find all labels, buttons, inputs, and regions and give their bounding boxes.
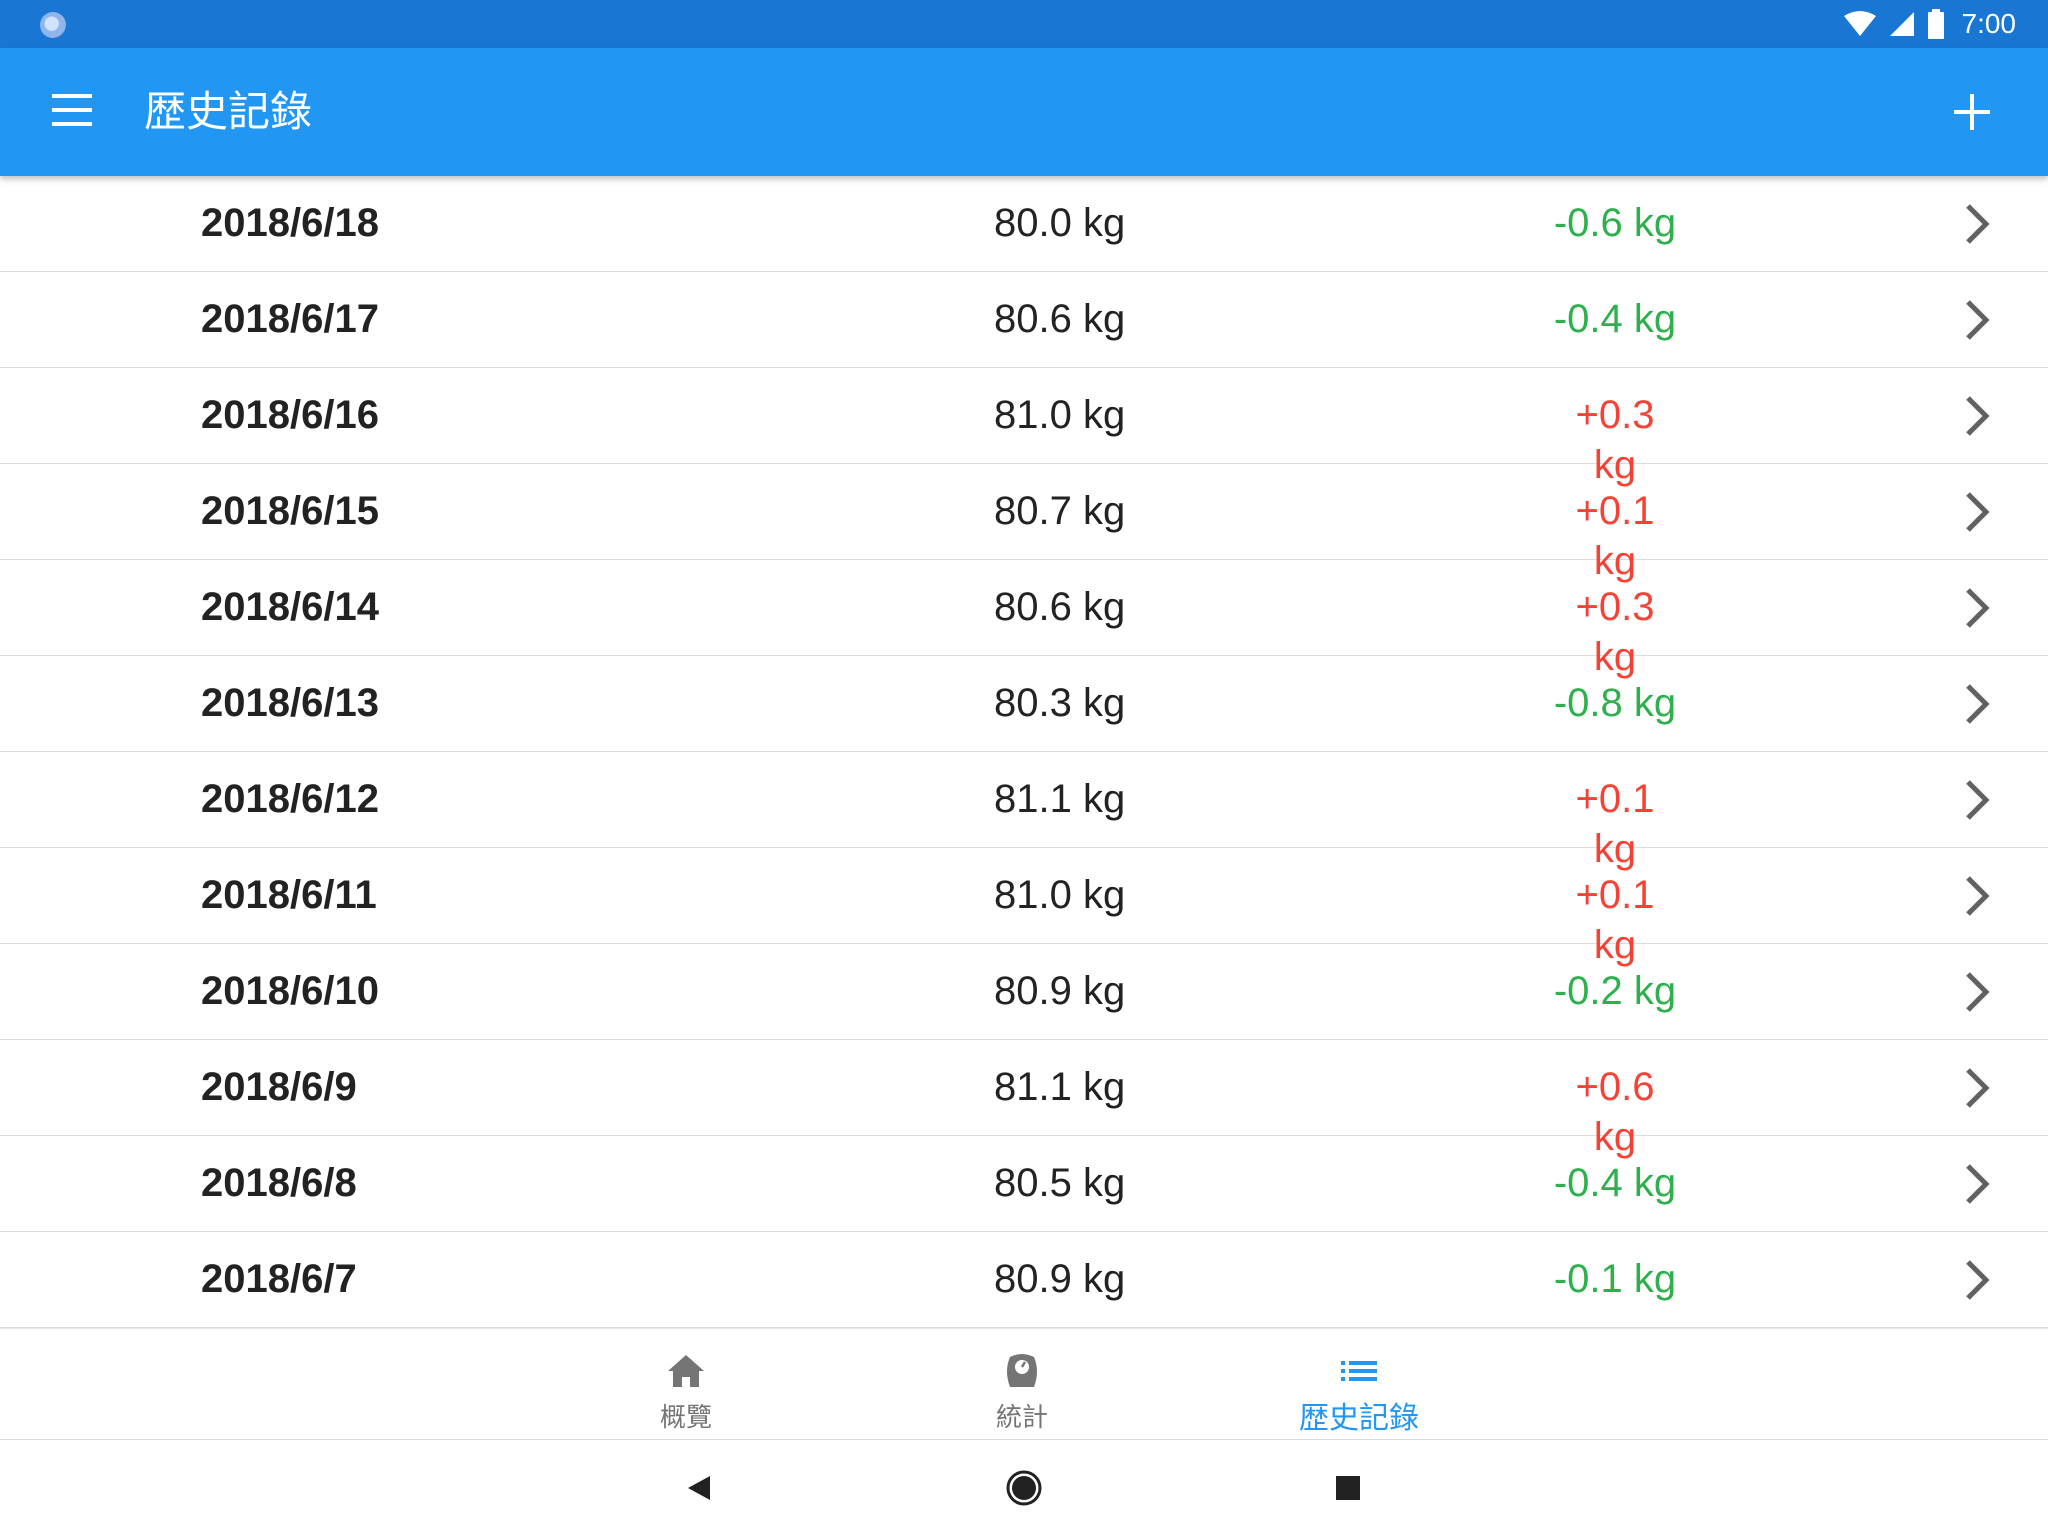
app-bar: 歴史記錄	[0, 48, 2048, 176]
record-date: 2018/6/9	[201, 1065, 357, 1109]
chevron-right-icon[interactable]	[1952, 392, 2000, 440]
chevron-right-icon[interactable]	[1952, 872, 2000, 920]
list-item[interactable]: 2018/6/7 80.9 kg -0.1 kg	[0, 1232, 2048, 1328]
chevron-right-icon[interactable]	[1952, 584, 2000, 632]
list-item[interactable]: 2018/6/17 80.6 kg -0.4 kg	[0, 272, 2048, 368]
record-weight: 80.7 kg	[994, 489, 1126, 533]
tab-overview[interactable]: 概覽	[606, 1329, 766, 1441]
record-weight-change: +0.3 kg	[1575, 393, 1655, 487]
signal-icon	[1889, 12, 1914, 36]
tab-history[interactable]: 歴史記錄	[1279, 1329, 1439, 1441]
record-weight: 81.0 kg	[994, 393, 1126, 437]
list-icon	[1341, 1361, 1377, 1381]
record-date: 2018/6/18	[201, 201, 379, 245]
record-weight: 80.0 kg	[994, 201, 1126, 245]
record-date: 2018/6/8	[201, 1161, 357, 1205]
system-navigation-bar	[0, 1440, 2048, 1536]
list-item[interactable]: 2018/6/16 81.0 kg +0.3 kg	[0, 368, 2048, 487]
list-item[interactable]: 2018/6/9 81.1 kg +0.6 kg	[0, 1040, 2048, 1159]
record-weight: 80.5 kg	[994, 1161, 1126, 1205]
record-weight: 80.6 kg	[994, 585, 1126, 629]
record-weight-change: +0.6 kg	[1575, 1065, 1655, 1159]
battery-icon	[1927, 9, 1944, 39]
record-weight: 81.1 kg	[994, 777, 1126, 821]
chevron-right-icon[interactable]	[1952, 1160, 2000, 1208]
list-item[interactable]: 2018/6/15 80.7 kg +0.1 kg	[0, 464, 2048, 583]
record-weight: 80.9 kg	[994, 969, 1126, 1013]
notification-app-icon	[40, 12, 66, 38]
record-date: 2018/6/16	[201, 393, 379, 437]
chevron-right-icon[interactable]	[1952, 488, 2000, 536]
list-item[interactable]: 2018/6/11 81.0 kg +0.1 kg	[0, 848, 2048, 967]
record-weight: 80.6 kg	[994, 297, 1126, 341]
chevron-right-icon[interactable]	[1952, 776, 2000, 824]
page-title: 歴史記錄	[144, 88, 313, 135]
chevron-right-icon[interactable]	[1952, 296, 2000, 344]
record-date: 2018/6/17	[201, 297, 379, 341]
list-item[interactable]: 2018/6/12 81.1 kg +0.1 kg	[0, 752, 2048, 871]
add-icon[interactable]	[1952, 92, 1992, 132]
record-weight-change: +0.1 kg	[1575, 489, 1655, 583]
list-item[interactable]: 2018/6/14 80.6 kg +0.3 kg	[0, 560, 2048, 679]
chevron-right-icon[interactable]	[1952, 680, 2000, 728]
chevron-right-icon[interactable]	[1952, 200, 2000, 248]
record-weight-change: +0.1 kg	[1575, 777, 1655, 871]
status-bar: 7:00	[0, 0, 2048, 48]
home-icon	[668, 1355, 704, 1387]
list-item[interactable]: 2018/6/18 80.0 kg -0.6 kg	[0, 176, 2048, 272]
tab-statistics-label: 統計	[995, 1402, 1048, 1432]
record-weight-change: +0.3 kg	[1575, 585, 1655, 679]
record-weight: 81.0 kg	[994, 873, 1126, 917]
tab-statistics[interactable]: 統計	[942, 1329, 1102, 1441]
record-weight-change: -0.1 kg	[1553, 1257, 1677, 1301]
record-weight-change: -0.6 kg	[1553, 201, 1677, 245]
home-button-icon[interactable]	[1000, 1464, 1048, 1512]
record-weight-change: -0.4 kg	[1553, 1161, 1677, 1205]
bottom-navigation: 概覽 統計 歴史記錄	[0, 1328, 2048, 1440]
list-item[interactable]: 2018/6/8 80.5 kg -0.4 kg	[0, 1136, 2048, 1232]
history-list[interactable]: 2018/6/18 80.0 kg -0.6 kg 2018/6/17 80.6 kg -…	[0, 176, 2048, 1328]
record-date: 2018/6/15	[201, 489, 379, 533]
record-weight: 81.1 kg	[994, 1065, 1126, 1109]
record-weight-change: -0.2 kg	[1553, 969, 1677, 1013]
recents-icon[interactable]	[1324, 1464, 1372, 1512]
record-weight: 80.3 kg	[994, 681, 1126, 725]
record-weight: 80.9 kg	[994, 1257, 1126, 1301]
record-weight-change: +0.1 kg	[1575, 873, 1655, 967]
wifi-icon	[1843, 11, 1876, 36]
record-date: 2018/6/12	[201, 777, 379, 821]
chevron-right-icon[interactable]	[1952, 968, 2000, 1016]
record-weight-change: -0.4 kg	[1553, 297, 1677, 341]
chevron-right-icon[interactable]	[1952, 1064, 2000, 1112]
tab-history-label: 歴史記錄	[1299, 1402, 1419, 1435]
record-date: 2018/6/7	[201, 1257, 357, 1301]
record-weight-change: -0.8 kg	[1553, 681, 1677, 725]
menu-icon[interactable]	[52, 94, 92, 126]
status-icons: 7:00	[1843, 0, 2017, 48]
record-date: 2018/6/13	[201, 681, 379, 725]
record-date: 2018/6/10	[201, 969, 379, 1013]
scale-icon	[1007, 1354, 1037, 1387]
record-date: 2018/6/11	[201, 873, 377, 917]
list-item[interactable]: 2018/6/13 80.3 kg -0.8 kg	[0, 656, 2048, 752]
chevron-right-icon[interactable]	[1952, 1256, 2000, 1304]
record-date: 2018/6/14	[201, 585, 379, 629]
tab-overview-label: 概覽	[659, 1402, 712, 1432]
back-icon[interactable]	[676, 1464, 724, 1512]
status-time: 7:00	[1961, 8, 2017, 39]
list-item[interactable]: 2018/6/10 80.9 kg -0.2 kg	[0, 944, 2048, 1040]
